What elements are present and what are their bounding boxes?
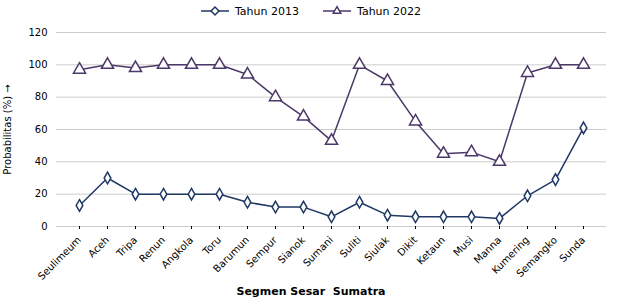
svg-text:Siulak: Siulak (362, 234, 391, 263)
svg-text:Semangko: Semangko (514, 234, 559, 279)
svg-text:Sempur: Sempur (244, 234, 280, 270)
html-text:Segmen Sesar Sumatra: Segmen Sesar Sumatra (236, 285, 386, 298)
svg-text:Dikit: Dikit (395, 234, 419, 258)
svg-text:60: 60 (35, 124, 48, 135)
svg-text:Suliti: Suliti (338, 234, 363, 259)
svg-text:Renun: Renun (137, 234, 168, 265)
svg-text:Musi: Musi (451, 234, 475, 258)
svg-text:Manna: Manna (471, 234, 504, 266)
svg-text:0: 0 (41, 221, 47, 232)
svg-text:Toru: Toru (200, 234, 223, 257)
svg-text:120: 120 (28, 27, 47, 38)
svg-text:80: 80 (35, 91, 48, 102)
svg-text:100: 100 (28, 59, 47, 70)
svg-text:Barumun: Barumun (211, 234, 251, 274)
svg-text:Sunda: Sunda (557, 234, 587, 264)
svg-text:Angkola: Angkola (159, 234, 195, 270)
svg-text:40: 40 (35, 156, 48, 167)
svg-text:Sianok: Sianok (275, 234, 308, 266)
svg-text:Tripa: Tripa (114, 234, 139, 259)
svg-text:Kumering: Kumering (489, 234, 532, 276)
svg-text:Probabilitas (%) →: Probabilitas (%) → (2, 84, 13, 174)
svg-text:Sumani: Sumani (301, 234, 335, 268)
svg-text:Seulimeum: Seulimeum (36, 234, 84, 282)
html-text:Tahun 2013: Tahun 2013 (235, 4, 299, 18)
svg-text:Aceh: Aceh (86, 234, 111, 259)
svg-text:20: 20 (35, 188, 48, 199)
svg-text:Ketaun: Ketaun (415, 234, 447, 266)
html-text:Tahun 2022: Tahun 2022 (357, 4, 421, 18)
